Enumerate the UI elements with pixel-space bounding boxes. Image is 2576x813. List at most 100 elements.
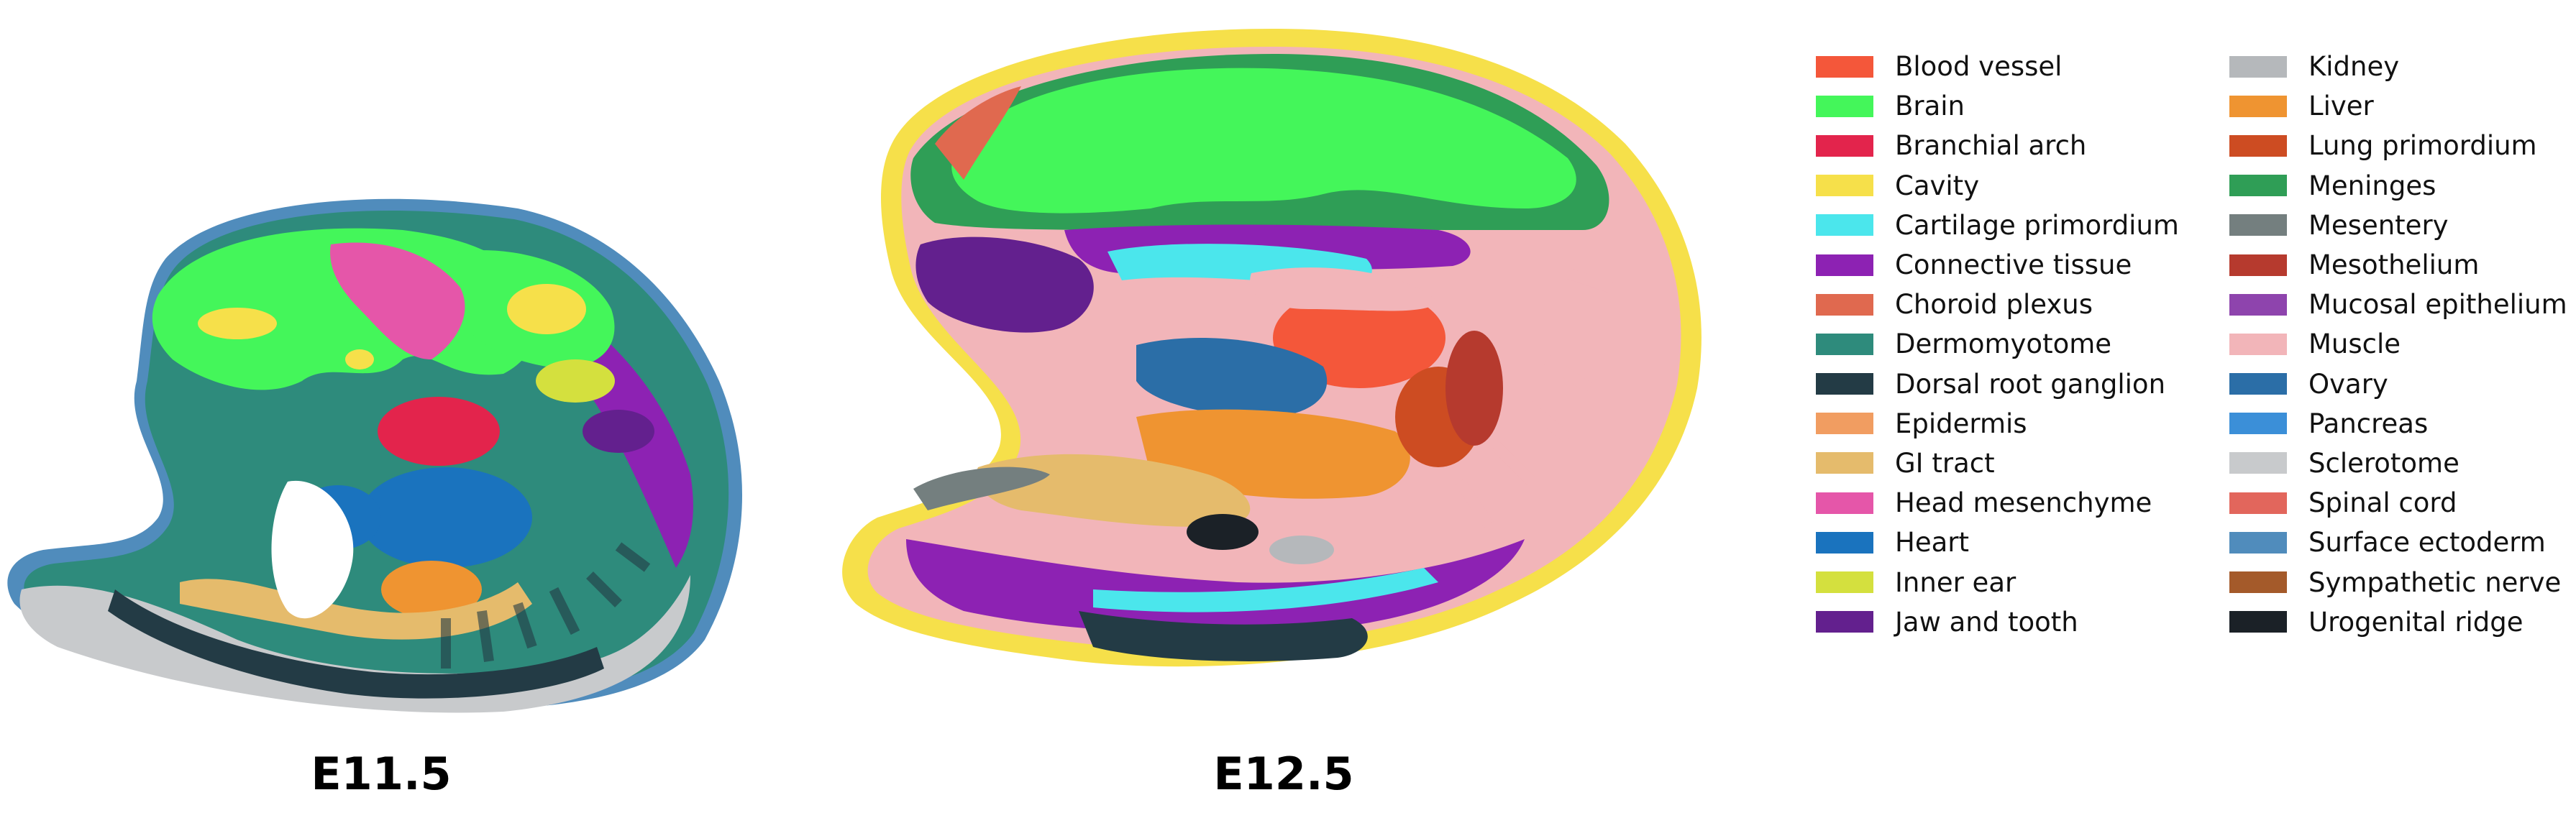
legend-item: Surface ectoderm <box>2229 523 2567 562</box>
legend-swatch <box>1816 55 1873 78</box>
legend-label: Mesentery <box>2308 209 2449 241</box>
legend-item: Sclerotome <box>2229 444 2567 483</box>
legend-label: Dermomyotome <box>1895 329 2112 360</box>
legend-label: Brain <box>1895 91 1965 122</box>
legend-swatch <box>2229 531 2287 554</box>
legend-label: Surface ectoderm <box>2308 527 2546 559</box>
legend-label: Urogenital ridge <box>2308 606 2524 638</box>
e115-cavity-1 <box>198 308 277 339</box>
legend-swatch <box>1816 492 1873 514</box>
tissue-legend: Blood vessel Brain Branchial arch Cavity… <box>1816 47 2571 643</box>
legend-item: Head mesenchyme <box>1816 483 2179 523</box>
embryo-section-e11-5 <box>0 144 762 733</box>
e125-jaw <box>915 236 1094 333</box>
legend-label: Dorsal root ganglion <box>1895 368 2166 400</box>
legend-swatch <box>2229 254 2287 276</box>
panel-label-e11-5: E11.5 <box>311 748 452 800</box>
legend-item: Ovary <box>2229 364 2567 404</box>
legend-label: Jaw and tooth <box>1895 606 2078 638</box>
legend-swatch <box>1816 571 1873 594</box>
legend-item: Dorsal root ganglion <box>1816 364 2179 404</box>
legend-swatch <box>2229 413 2287 435</box>
legend-label: Branchial arch <box>1895 130 2087 162</box>
e125-lower-connective <box>906 539 1525 633</box>
legend-swatch <box>2229 571 2287 594</box>
legend-item: GI tract <box>1816 444 2179 483</box>
e125-choroid <box>935 86 1021 180</box>
legend-item: Mesentery <box>2229 206 2567 245</box>
legend-item: Sympathetic nerve <box>2229 562 2567 602</box>
legend-swatch <box>2229 452 2287 474</box>
e125-brain <box>951 68 1576 213</box>
legend-swatch <box>1816 95 1873 117</box>
e115-branchial-arch <box>378 397 500 466</box>
embryo-section-e12-5 <box>805 14 1762 733</box>
legend-swatch <box>1816 531 1873 554</box>
legend-item: Cartilage primordium <box>1816 206 2179 245</box>
e115-jaw <box>583 410 654 453</box>
legend-item: Branchial arch <box>1816 126 2179 165</box>
e125-mesothelium <box>1445 331 1503 446</box>
legend-label: Sclerotome <box>2308 447 2459 479</box>
legend-label: Lung primordium <box>2308 130 2537 162</box>
e125-cartilage-lower <box>1093 568 1438 612</box>
legend-label: Sympathetic nerve <box>2308 566 2562 598</box>
e115-liver <box>381 561 482 618</box>
legend-swatch <box>2229 214 2287 236</box>
e115-connective <box>503 273 693 568</box>
legend-item: Pancreas <box>2229 404 2567 444</box>
legend-label: Heart <box>1895 527 1969 559</box>
legend-label: Liver <box>2308 91 2374 122</box>
e115-heart <box>360 467 532 568</box>
embryo-e11-5-image <box>7 198 743 713</box>
legend-label: Blood vessel <box>1895 51 2063 83</box>
legend-label: Inner ear <box>1895 566 2017 598</box>
legend-item: Cavity <box>1816 166 2179 206</box>
legend-item: Blood vessel <box>1816 47 2179 86</box>
legend-label: Meninges <box>2308 170 2436 201</box>
legend-swatch <box>2229 293 2287 316</box>
e115-head-mesenchyme <box>330 242 465 359</box>
legend-swatch <box>1816 134 1873 157</box>
legend-item: Spinal cord <box>2229 483 2567 523</box>
legend-item: Kidney <box>2229 47 2567 86</box>
legend-swatch <box>1816 333 1873 355</box>
legend-swatch <box>1816 214 1873 236</box>
e115-inner-ear <box>536 359 615 403</box>
legend-item: Connective tissue <box>1816 245 2179 285</box>
legend-swatch <box>1816 611 1873 633</box>
legend-label: Muscle <box>2308 329 2401 360</box>
legend-label: Epidermis <box>1895 408 2027 439</box>
legend-item: Meninges <box>2229 166 2567 206</box>
e125-drg <box>1079 611 1368 661</box>
embryo-e12-5-image <box>842 29 1702 667</box>
legend-label: Kidney <box>2308 51 2400 83</box>
e125-somites <box>1455 267 1613 528</box>
e115-cavity-2 <box>507 284 586 334</box>
e125-mesentery <box>913 467 1050 510</box>
legend-item: Choroid plexus <box>1816 285 2179 324</box>
e125-urogenital <box>1187 514 1259 550</box>
legend-item: Epidermis <box>1816 404 2179 444</box>
legend-item: Mesothelium <box>2229 245 2567 285</box>
legend-label: Spinal cord <box>2308 487 2457 519</box>
legend-swatch <box>1816 254 1873 276</box>
legend-swatch <box>1816 175 1873 197</box>
legend-item: Muscle <box>2229 324 2567 364</box>
legend-swatch <box>2229 492 2287 514</box>
e125-muscle <box>1250 267 1438 311</box>
legend-swatch <box>2229 95 2287 117</box>
legend-swatch <box>1816 293 1873 316</box>
legend-column-1: Blood vessel Brain Branchial arch Cavity… <box>1816 47 2179 642</box>
legend-swatch <box>2229 373 2287 395</box>
legend-label: Mucosal epithelium <box>2308 289 2567 321</box>
legend-item: Inner ear <box>1816 562 2179 602</box>
legend-swatch <box>2229 175 2287 197</box>
legend-label: Mesothelium <box>2308 249 2480 281</box>
legend-label: Connective tissue <box>1895 249 2132 281</box>
e125-heart <box>1136 338 1328 417</box>
legend-label: Choroid plexus <box>1895 289 2093 321</box>
legend-item: Lung primordium <box>2229 126 2567 165</box>
legend-swatch <box>2229 611 2287 633</box>
e115-hollow <box>271 480 354 619</box>
